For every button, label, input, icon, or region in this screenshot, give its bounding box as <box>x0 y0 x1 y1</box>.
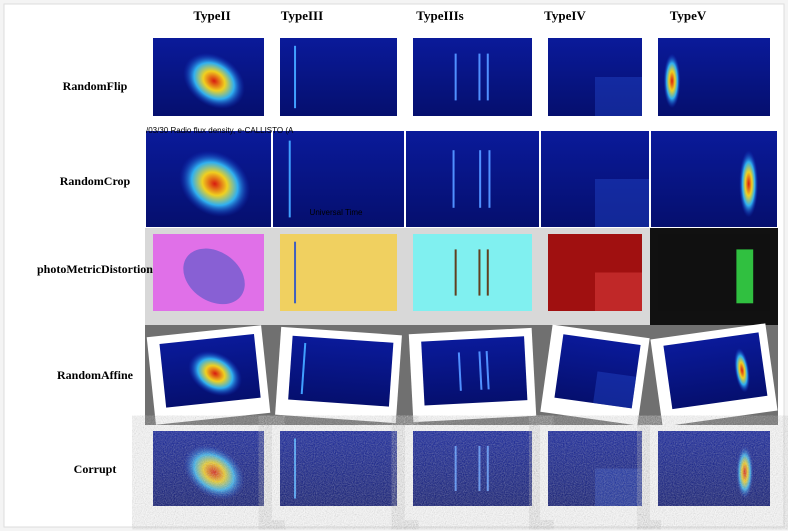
row-label: RandomFlip <box>63 79 128 93</box>
burst <box>731 347 753 394</box>
stripe <box>294 241 297 304</box>
thumbnail <box>145 32 272 130</box>
thumbnail <box>405 32 540 130</box>
stripe <box>288 140 291 218</box>
thumbnail <box>272 325 405 425</box>
thumbnail <box>540 228 650 325</box>
spectrogram <box>413 38 532 116</box>
noise <box>145 425 272 520</box>
thumbnail <box>650 32 778 130</box>
spectrogram <box>421 336 528 406</box>
column-header: TypeIII <box>281 8 323 23</box>
column-header: TypeII <box>193 8 230 23</box>
rotated-sheet <box>408 327 537 423</box>
thumbnail <box>540 425 650 520</box>
stripe <box>478 53 481 101</box>
rotated-sheet <box>650 323 778 427</box>
spectrogram <box>288 335 394 407</box>
row-label: RandomAffine <box>57 368 134 382</box>
stripe <box>452 150 455 208</box>
rotated-sheet <box>146 325 271 425</box>
haze <box>595 272 642 311</box>
stripe <box>488 150 491 208</box>
stripe <box>486 53 489 101</box>
stripe <box>454 249 457 296</box>
burst <box>183 248 245 305</box>
thumbnail <box>540 32 650 130</box>
burst <box>739 150 759 218</box>
thumbnail <box>273 131 404 227</box>
stripe <box>294 45 297 109</box>
thumbnail <box>650 228 778 325</box>
noise <box>405 425 540 520</box>
spectrogram <box>273 131 404 227</box>
spectrogram <box>663 332 768 410</box>
row-label: Corrupt <box>74 462 117 476</box>
thumbnail <box>145 425 272 520</box>
burst <box>736 249 754 304</box>
thumbnail <box>650 425 778 520</box>
haze <box>595 77 642 116</box>
thumbnail <box>406 131 539 227</box>
thumbnail <box>651 131 777 227</box>
stripe <box>454 53 457 101</box>
stripe <box>479 150 482 208</box>
thumbnail <box>272 228 405 325</box>
noise <box>650 425 778 520</box>
thumbnail <box>272 32 405 130</box>
stripe <box>478 351 483 390</box>
spectrogram <box>406 131 539 227</box>
row-label: photoMetricDistortion <box>37 262 153 276</box>
noise <box>540 425 650 520</box>
rotated-sheet <box>540 324 650 426</box>
stripe <box>486 249 489 296</box>
thumbnail <box>405 325 540 425</box>
burst <box>663 53 681 109</box>
thumbnail <box>145 228 272 325</box>
haze <box>593 371 637 409</box>
burst <box>183 52 245 109</box>
thumbnail <box>405 228 540 325</box>
noise <box>272 425 405 520</box>
rotated-sheet <box>275 326 402 424</box>
haze <box>595 179 649 227</box>
column-header: TypeIV <box>544 8 586 23</box>
column-header: TypeV <box>670 8 707 23</box>
stripe <box>300 342 307 395</box>
thumbnail <box>146 131 271 227</box>
stripe <box>478 249 481 296</box>
crop-caption: /03/30 Radio flux density, e-CALLISTO (A <box>146 126 294 135</box>
spectrogram <box>280 38 397 116</box>
row-label: RandomCrop <box>60 174 131 188</box>
stripe <box>485 350 490 390</box>
thumbnail <box>541 131 649 227</box>
burst <box>179 150 251 217</box>
spectrogram <box>280 234 397 311</box>
thumbnail <box>405 425 540 520</box>
column-header: TypeIIIs <box>416 8 463 23</box>
spectrogram <box>413 234 532 311</box>
burst <box>188 350 242 397</box>
thumbnail <box>272 425 405 520</box>
thumbnail <box>650 323 778 427</box>
stripe <box>457 352 462 391</box>
thumbnail <box>145 325 272 425</box>
crop-axis-label: Universal Time <box>310 208 363 217</box>
thumbnail <box>540 324 650 426</box>
